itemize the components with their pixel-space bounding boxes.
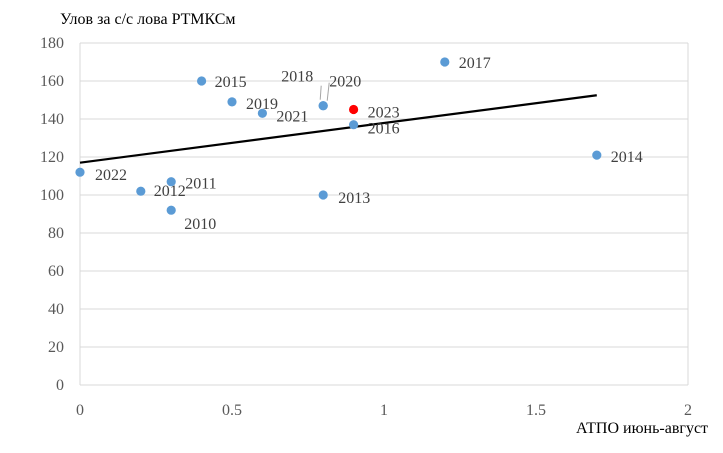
- data-point-2019: [227, 97, 237, 107]
- data-point-2014: [592, 150, 602, 160]
- data-point-2012: [136, 186, 146, 196]
- data-point-2023: [349, 104, 359, 115]
- point-label-2023: 2023: [368, 105, 400, 122]
- point-label-2015: 2015: [215, 74, 247, 91]
- leader-line-2020: [326, 82, 330, 101]
- y-tick-label: 40: [48, 301, 64, 318]
- x-tick-label: 1: [380, 402, 388, 419]
- y-tick-label: 20: [48, 339, 64, 356]
- x-tick-label: 2: [684, 402, 692, 419]
- point-label-2020: 2020: [329, 74, 361, 91]
- point-label-2018: 2018: [281, 69, 313, 86]
- y-axis-title: Улов за с/с лова РТМКСм: [60, 11, 236, 28]
- x-axis-title: АТПО июнь-август: [576, 420, 708, 437]
- data-point-2022: [75, 167, 85, 177]
- point-label-2014: 2014: [611, 149, 643, 166]
- axes: 0 20 40 60 80 100 120 140 160 180 0 0.5 1 1.5 2: [40, 35, 692, 419]
- y-tick-label: 120: [40, 149, 64, 166]
- data-point-2013: [318, 190, 328, 200]
- point-label-2016: 2016: [368, 121, 400, 138]
- y-tick-label: 0: [56, 377, 64, 394]
- y-tick-label: 160: [40, 73, 64, 90]
- point-label-2021: 2021: [276, 108, 308, 125]
- point-label-2010: 2010: [184, 216, 216, 233]
- data-points: [75, 57, 602, 215]
- x-tick-label: 0.5: [222, 402, 242, 419]
- trendline-group: [79, 94, 597, 164]
- point-label-2011: 2011: [185, 176, 216, 193]
- data-point-2021: [257, 108, 267, 118]
- data-point-2010: [166, 205, 176, 215]
- data-point-2016: [349, 120, 359, 130]
- point-label-2022: 2022: [95, 167, 127, 184]
- leader-lines: [319, 82, 330, 101]
- data-point-2020: [318, 101, 328, 111]
- x-tick-label: 1.5: [526, 402, 546, 419]
- y-tick-label: 180: [40, 35, 64, 52]
- leader-line-2018: [319, 85, 322, 100]
- y-tick-label: 140: [40, 111, 64, 128]
- x-tick-label: 0: [76, 402, 84, 419]
- point-label-2012: 2012: [154, 183, 186, 200]
- data-point-2011: [166, 177, 176, 187]
- data-point-2015: [197, 76, 207, 86]
- data-point-2017: [440, 57, 450, 67]
- point-label-2019: 2019: [246, 96, 278, 113]
- y-tick-label: 60: [48, 263, 64, 280]
- gridlines: [80, 42, 688, 386]
- trendline: [79, 94, 597, 164]
- point-label-2013: 2013: [338, 190, 370, 207]
- y-tick-label: 80: [48, 225, 64, 242]
- point-label-2017: 2017: [459, 55, 491, 72]
- y-tick-label: 100: [40, 187, 64, 204]
